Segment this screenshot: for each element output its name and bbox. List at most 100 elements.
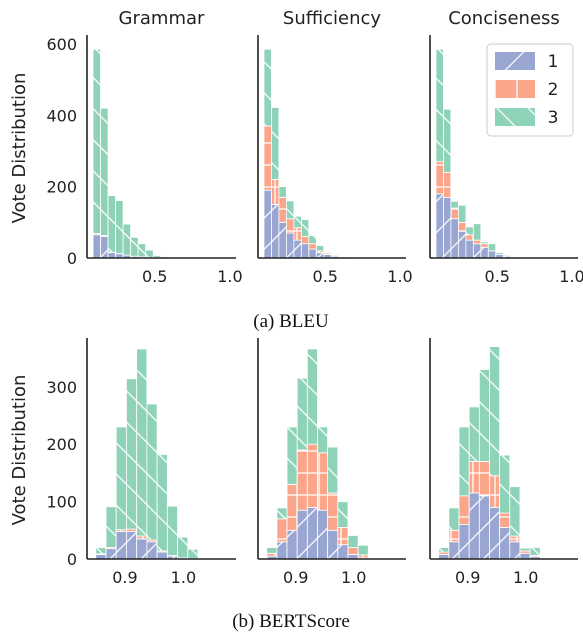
bar-series-1-bin-7 [157,552,167,559]
bar-series-2-bin-10 [358,555,368,558]
bar-series-2-bin-5 [466,235,473,240]
bar-series-3-bin-8 [338,502,348,528]
legend-swatch-2 [495,80,535,98]
bar-series-1-bin-8 [488,251,495,258]
bar-series-1-bin-2 [101,237,109,258]
bar-series-2-bin-3 [279,197,286,222]
bar-series-3-bin-7 [309,236,316,244]
bar-series-1-bin-3 [287,530,297,559]
bar-series-2-bin-7 [500,513,510,527]
panel-bertscore-3: 0.9 1.0 [430,338,578,587]
panel-bertscore-1: 0.9 1.00100200300 [46,338,236,587]
bar-series-3-bin-4 [126,379,136,529]
bar-series-3-bin-4 [286,201,293,219]
bar-series-3-bin-6 [147,404,157,540]
bar-series-2-bin-6 [301,237,308,244]
bar-series-3-bin-3 [451,201,458,208]
bar-series-3-bin-2 [271,107,278,179]
bar-series-2-bin-1 [436,162,443,194]
x-tick-label: 1.0 [513,568,538,587]
y-tick-label: 600 [46,35,77,54]
x-tick-label: 0.5 [313,267,338,286]
bar-series-1-bin-4 [469,493,479,559]
bar-series-1-bin-3 [459,525,469,559]
bar-series-2-bin-10 [331,255,338,256]
bar-series-2-bin-4 [297,450,307,510]
bar-series-2-bin-7 [309,244,316,249]
bar-series-1-bin-3 [116,531,126,559]
bar-series-1-bin-3 [279,222,286,258]
bar-series-3-bin-5 [294,216,301,227]
bar-series-1-bin-2 [443,197,450,258]
bar-series-1-bin-1 [436,194,443,258]
bar-series-3-bin-1 [264,49,271,126]
panel-bleu-2: Sufficiency 0.5 1.0 [258,8,413,286]
bar-series-3-bin-4 [297,378,307,450]
bar-series-1-bin-2 [106,549,116,559]
bar-series-3-bin-1 [436,49,443,161]
bar-series-2-bin-2 [443,172,450,197]
x-tick-label: 1.0 [559,267,583,286]
bar-series-1-bin-4 [126,531,136,559]
bar-series-3-bin-8 [167,506,177,555]
legend-swatch-3 [495,108,535,126]
panel-title: Conciseness [448,8,560,29]
bar-series-1-bin-5 [466,240,473,258]
bar-series-3-bin-6 [473,224,480,240]
bar-series-3-bin-5 [307,349,317,444]
bar-series-2-bin-4 [458,222,465,231]
bar-series-3-bin-8 [510,487,520,536]
bar-series-3-bin-1 [267,548,277,554]
legend-label-1: 1 [548,52,559,72]
bar-series-3-bin-5 [137,349,147,536]
y-tick-label: 100 [46,493,77,512]
bar-series-3-bin-6 [131,237,139,256]
bar-series-1-bin-5 [307,507,317,559]
bar-series-1-bin-7 [309,249,316,258]
bar-series-1-bin-4 [286,233,293,258]
bar-series-1-bin-1 [264,190,271,258]
bar-series-2-bin-9 [324,253,331,255]
bar-series-1-bin-2 [271,204,278,258]
bertscore-ylabel: Vote Distribution [9,375,30,526]
bar-series-3-bin-9 [178,537,188,558]
bar-series-2-bin-1 [264,126,271,190]
bar-series-3-bin-7 [157,455,167,551]
x-tick-label: 0.9 [283,568,308,587]
y-tick-label: 400 [46,106,77,125]
panel-bertscore-2: 0.9 1.0 [258,338,406,587]
bar-series-3-bin-6 [317,427,327,453]
y-tick-label: 300 [46,378,77,397]
bar-series-3-bin-3 [459,427,469,496]
bar-series-3-bin-5 [466,227,473,235]
bar-series-3-bin-4 [116,201,124,254]
x-tick-label: 1.0 [217,267,242,286]
bar-series-2-bin-5 [479,461,489,495]
bar-series-3-bin-10 [358,545,368,555]
bar-series-2-bin-2 [277,519,287,542]
bar-series-2-bin-8 [338,527,348,544]
bar-series-2-bin-7 [481,244,488,248]
bar-series-1-bin-3 [451,219,458,258]
legend-label-2: 2 [548,80,559,100]
bar-series-3-bin-10 [530,548,540,556]
bar-series-1-bin-7 [481,247,488,258]
x-tick-label: 0.9 [455,568,480,587]
bar-series-3-bin-2 [106,507,116,548]
bar-series-2-bin-3 [451,208,458,219]
legend: 1 2 3 [487,44,573,136]
bleu-ylabel: Vote Distribution [9,73,30,224]
bar-series-1-bin-5 [479,496,489,559]
bar-series-1-bin-4 [297,510,307,559]
bar-series-3-bin-12 [346,256,353,257]
bar-series-3-bin-3 [108,196,116,253]
bar-series-1-bin-6 [147,542,157,559]
legend-label-3: 3 [548,108,559,128]
x-tick-label: 1.0 [341,568,366,587]
legend-swatch-1 [495,52,535,70]
bar-series-2-bin-3 [287,484,297,530]
bar-series-3-bin-5 [479,370,489,462]
bar-series-2-bin-4 [469,461,479,493]
bar-series-3-bin-2 [101,108,109,235]
bar-series-1-bin-6 [489,507,499,559]
